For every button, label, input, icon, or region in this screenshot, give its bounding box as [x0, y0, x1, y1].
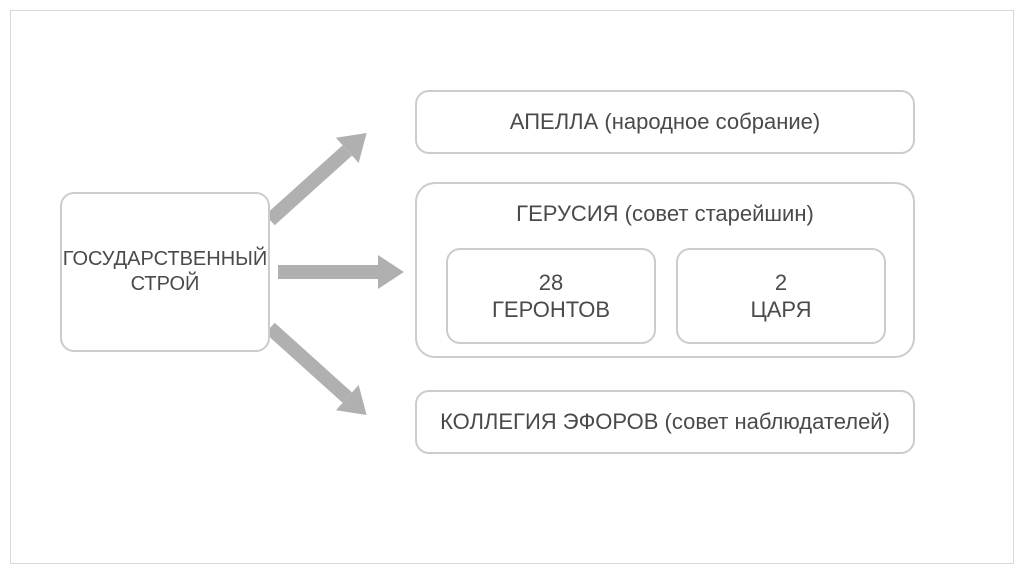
tsars-count: 2	[775, 269, 787, 297]
apella-node: АПЕЛЛА (народное собрание)	[415, 90, 915, 154]
root-line2: СТРОЙ	[63, 272, 268, 297]
ephors-node: КОЛЛЕГИЯ ЭФОРОВ (совет наблюдателей)	[415, 390, 915, 454]
geronts-node: 28 ГЕРОНТОВ	[446, 248, 656, 344]
geronts-label: ГЕРОНТОВ	[492, 296, 610, 324]
tsars-node: 2 ЦАРЯ	[676, 248, 886, 344]
geronts-count: 28	[539, 269, 563, 297]
root-line1: ГОСУДАРСТВЕННЫЙ	[63, 247, 268, 272]
ephors-label: КОЛЛЕГИЯ ЭФОРОВ (совет наблюдателей)	[440, 408, 890, 436]
root-node: ГОСУДАРСТВЕННЫЙ СТРОЙ	[60, 192, 270, 352]
apella-label: АПЕЛЛА (народное собрание)	[510, 108, 820, 136]
tsars-label: ЦАРЯ	[750, 296, 811, 324]
gerusia-title: ГЕРУСИЯ (совет старейшин)	[417, 200, 913, 228]
